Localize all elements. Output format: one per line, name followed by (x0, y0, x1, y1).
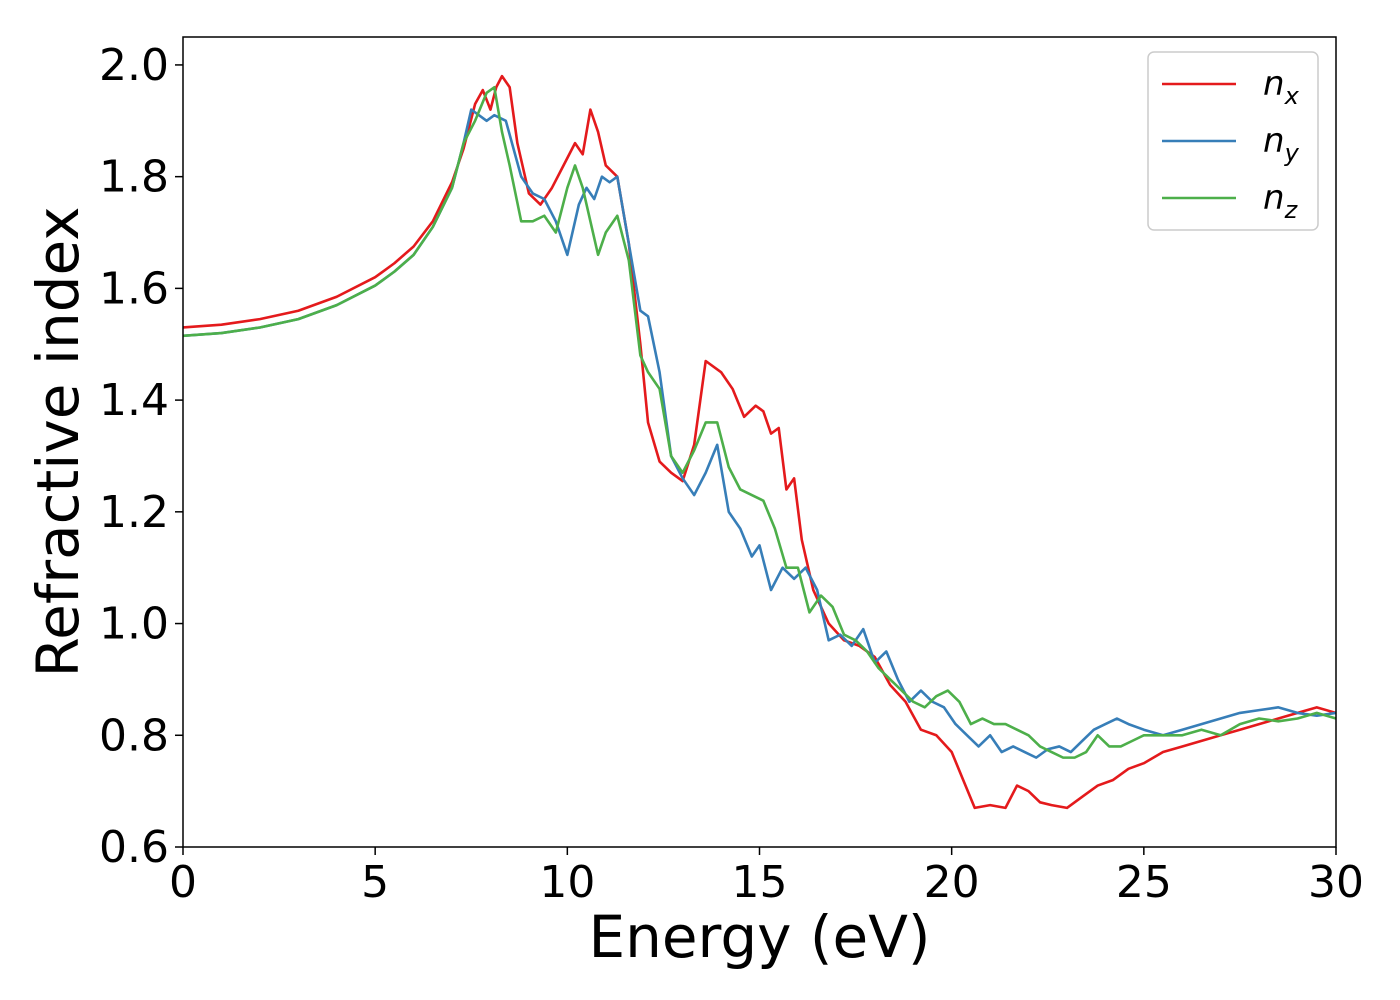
legend-label-x: nx (1263, 64, 1300, 110)
y-tick-label: 0.6 (99, 822, 169, 873)
x-tick-label: 5 (361, 857, 389, 908)
y-tick-label: 1.0 (99, 599, 169, 650)
y-axis: 0.6 0.8 1.0 1.2 1.4 1.6 1.8 2.0 (99, 40, 183, 873)
y-tick-label: 1.2 (99, 487, 169, 538)
x-tick-label: 0 (169, 857, 197, 908)
series-line-x (183, 74, 1336, 810)
legend-label-base: n (1263, 64, 1285, 104)
x-axis-title: Energy (eV) (588, 903, 930, 971)
y-tick-label: 2.0 (99, 40, 169, 91)
series-line-z (183, 85, 1336, 759)
y-tick-label: 0.8 (99, 710, 169, 761)
legend-label-subscript: z (1284, 196, 1299, 224)
legend-label-base: n (1263, 121, 1285, 161)
legend-label-z: nz (1263, 178, 1299, 224)
y-tick-label: 1.6 (99, 263, 169, 314)
x-tick-label: 25 (1116, 857, 1172, 908)
legend-label-y: ny (1263, 121, 1300, 167)
series-line-y (183, 108, 1336, 759)
legend-label-base: n (1263, 178, 1285, 218)
y-tick-label: 1.8 (99, 152, 169, 203)
legend-label-subscript: x (1284, 82, 1300, 110)
x-axis: 0 5 10 15 20 25 30 (169, 847, 1364, 908)
y-tick-label: 1.4 (99, 375, 169, 426)
y-axis-title: Refractive index (24, 206, 92, 677)
x-tick-label: 20 (924, 857, 980, 908)
x-tick-label: 15 (732, 857, 788, 908)
plot-area (183, 74, 1336, 810)
x-tick-label: 10 (539, 857, 595, 908)
x-tick-label: 30 (1308, 857, 1364, 908)
legend-label-subscript: y (1284, 139, 1300, 167)
